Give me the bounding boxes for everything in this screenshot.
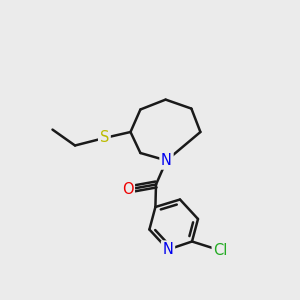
Text: N: N bbox=[161, 153, 172, 168]
Text: O: O bbox=[122, 182, 133, 197]
Text: N: N bbox=[163, 242, 173, 257]
Text: Cl: Cl bbox=[213, 243, 228, 258]
Text: S: S bbox=[100, 130, 109, 146]
